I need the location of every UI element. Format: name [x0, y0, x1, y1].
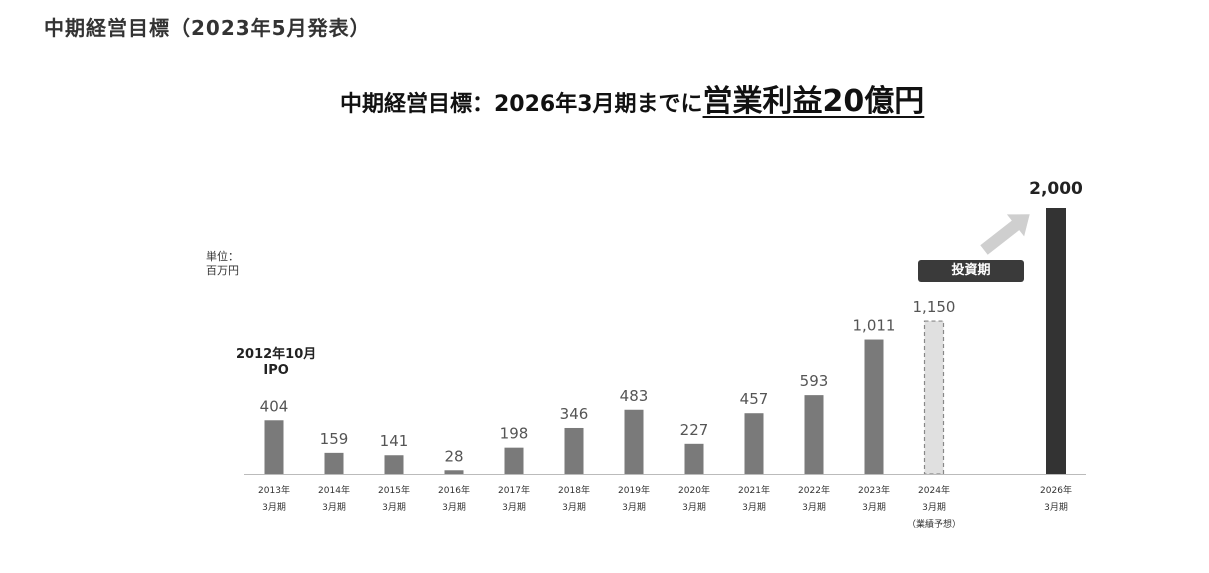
x-tick-year: 2019年 — [618, 484, 650, 496]
growth-arrow-icon — [980, 214, 1030, 255]
unit-label-line1: 単位： — [206, 250, 239, 263]
x-tick-period: 3月期 — [1044, 502, 1068, 513]
x-tick-period: 3月期 — [382, 502, 406, 513]
x-tick-period: 3月期 — [502, 502, 526, 513]
x-tick-year: 2016年 — [438, 484, 470, 496]
x-tick-year: 2015年 — [378, 484, 410, 496]
bar-value-label: 28 — [444, 447, 463, 465]
x-tick-year: 2024年 — [918, 484, 950, 496]
x-tick-period: 3月期 — [742, 502, 766, 513]
bar-2013 — [264, 420, 284, 474]
bar-2019 — [624, 409, 644, 474]
bar-value-label: 404 — [260, 397, 289, 415]
x-tick-year: 2026年 — [1040, 484, 1072, 496]
x-tick-year: 2013年 — [258, 484, 290, 496]
bar-2026 — [1046, 208, 1066, 474]
headline-target: 営業利益20億円 — [702, 84, 925, 119]
headline-lead: 中期経営目標：2026年3月期までに — [340, 92, 703, 117]
x-tick-year: 2014年 — [318, 484, 350, 496]
bar-value-label: 2,000 — [1029, 179, 1083, 199]
bar-2022 — [804, 395, 824, 474]
bar-2015 — [384, 455, 404, 474]
bar-value-label: 141 — [380, 432, 409, 450]
bar-2023 — [864, 339, 884, 474]
x-tick-period: 3月期 — [682, 502, 706, 513]
chart-x-axis: 2013年 3月期 2014年 3月期 2015年 3月期 2016年 3月期 2017年 3月期… — [244, 474, 1086, 513]
x-tick-period: 3月期 — [262, 502, 286, 513]
x-tick-year: 2020年 — [678, 484, 710, 496]
bar-2020 — [684, 443, 704, 474]
x-tick-year: 2022年 — [798, 484, 830, 496]
x-tick-period: 3月期 — [622, 502, 646, 513]
chart-bars: 404 159 141 28 198 346 483 227 457 593 1,011 1,150 2… — [260, 179, 1083, 475]
ipo-annotation: 2012年10月 IPO — [236, 347, 316, 379]
x-tick-year: 2018年 — [558, 484, 590, 496]
x-tick-period: 3月期 — [562, 502, 586, 513]
bar-2018 — [564, 427, 584, 474]
x-tick-period: 3月期 — [802, 502, 826, 513]
unit-label: 単位： 百万円 — [206, 250, 239, 278]
bar-value-label: 1,011 — [853, 317, 896, 335]
x-tick-period: 3月期 — [922, 502, 946, 513]
forecast-note: （業績予想） — [906, 520, 961, 530]
headline: 中期経営目標：2026年3月期までに営業利益20億円 — [340, 76, 924, 120]
bar-2017 — [504, 447, 524, 474]
ipo-date: 2012年10月 — [236, 347, 317, 362]
bar-2024 — [923, 320, 945, 475]
x-tick-year: 2021年 — [738, 484, 770, 496]
bar-value-label: 1,150 — [913, 298, 956, 316]
growth-arrow-shape — [980, 214, 1030, 255]
bar-value-label: 483 — [620, 387, 649, 405]
investment-phase-badge: 投資期 — [918, 260, 1024, 282]
bar-value-label: 159 — [320, 430, 349, 448]
x-tick-year: 2023年 — [858, 484, 890, 496]
x-tick-year: 2017年 — [498, 484, 530, 496]
x-tick-period: 3月期 — [442, 502, 466, 513]
bar-2014 — [324, 452, 344, 474]
bar-value-label: 593 — [800, 372, 829, 390]
bar-value-label: 227 — [680, 421, 709, 439]
bar-value-label: 198 — [500, 425, 529, 443]
bar-value-label: 346 — [560, 405, 589, 423]
x-tick-period: 3月期 — [862, 502, 886, 513]
bar-2016 — [444, 470, 464, 474]
page-heading: 中期経営目標（2023年5月発表） — [44, 16, 371, 40]
x-tick-period: 3月期 — [322, 502, 346, 513]
bar-value-label: 457 — [740, 390, 769, 408]
bar-2021 — [744, 413, 764, 474]
unit-label-line2: 百万円 — [206, 264, 239, 277]
ipo-label: IPO — [263, 363, 289, 378]
